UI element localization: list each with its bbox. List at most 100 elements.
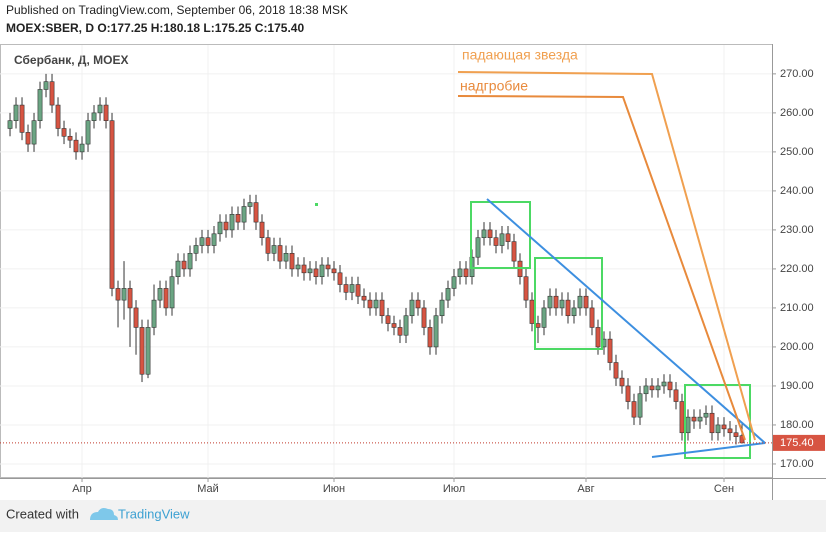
candle-body	[631, 401, 637, 418]
candle-body	[487, 229, 493, 239]
candle-body	[505, 233, 511, 242]
x-tick-label: Сен	[714, 483, 734, 495]
candle-body	[115, 288, 121, 301]
ticker-line: MOEX:SBER, D O:177.25 H:180.18 L:175.25 …	[6, 21, 304, 35]
candle-body	[247, 202, 253, 207]
candle-body	[49, 81, 55, 106]
candle-body	[205, 237, 211, 246]
candle-body	[481, 229, 487, 239]
candle-body	[433, 315, 439, 348]
candle-body	[169, 276, 175, 309]
y-tick-label: 250.00	[780, 146, 814, 158]
candle-body	[673, 389, 679, 402]
candle-body	[19, 104, 25, 133]
candle-body	[307, 268, 313, 274]
candle-body	[229, 213, 235, 231]
candle-body	[691, 416, 697, 422]
candle-body	[715, 424, 721, 434]
x-tick-label: Май	[197, 483, 219, 495]
candle-body	[493, 237, 499, 246]
candle-body	[571, 307, 577, 317]
candle-body	[55, 104, 61, 129]
candle-body	[367, 299, 373, 309]
y-tick-label: 210.00	[780, 302, 814, 314]
candle-body	[421, 307, 427, 328]
candle-body	[277, 245, 283, 262]
candle-body	[529, 299, 535, 324]
candle-body	[373, 299, 379, 309]
drawings	[315, 71, 766, 459]
candle-body	[391, 323, 397, 328]
candle-body	[259, 221, 265, 239]
footer-text: Created with	[6, 506, 79, 521]
candle-body	[79, 143, 85, 153]
chart-title: Сбербанк, Д, MOEX	[14, 53, 129, 67]
candle-body	[337, 272, 343, 285]
candle-body	[43, 81, 49, 90]
candle-body	[361, 295, 367, 301]
y-tick-label: 260.00	[780, 107, 814, 119]
last-price-label: 175.40	[780, 437, 814, 449]
candle-body	[103, 104, 109, 121]
candle-body	[235, 213, 241, 223]
candle-body	[175, 260, 181, 278]
candle-body	[595, 327, 601, 348]
y-tick-label: 270.00	[780, 68, 814, 80]
candle-body	[241, 206, 247, 223]
candle-body	[721, 424, 727, 430]
candle-body	[403, 315, 409, 336]
annotation: падающая звезда	[462, 47, 578, 63]
candle-body	[385, 315, 391, 324]
candle-body	[577, 295, 583, 309]
candle-body	[343, 284, 349, 293]
x-tick-label: Апр	[72, 483, 91, 495]
candle-body	[697, 416, 703, 422]
candle-body	[109, 120, 115, 289]
candle-body	[667, 381, 673, 391]
candle-body	[685, 416, 691, 434]
candle-body	[289, 253, 295, 270]
candle-body	[589, 307, 595, 328]
candle-body	[547, 295, 553, 309]
candle-body	[151, 299, 157, 328]
y-tick-label: 220.00	[780, 263, 814, 275]
candle-body	[427, 327, 433, 348]
candle-body	[523, 276, 529, 301]
candle-body	[643, 385, 649, 395]
candle-body	[319, 264, 325, 278]
y-tick-label: 180.00	[780, 419, 814, 431]
marker-dot	[315, 203, 318, 206]
candle-body	[7, 120, 13, 129]
candle-body	[145, 327, 151, 375]
trend-line	[651, 442, 766, 458]
candle-body	[85, 120, 91, 145]
footer-bar	[0, 500, 826, 532]
candle-body	[565, 299, 571, 317]
x-tick-label: Июн	[323, 483, 345, 495]
candle-body	[283, 253, 289, 262]
candle-body	[451, 276, 457, 289]
candle-body	[127, 288, 133, 309]
candle-body	[295, 264, 301, 270]
y-tick-label: 190.00	[780, 380, 814, 392]
candle-body	[445, 288, 451, 301]
annotation: надгробие	[460, 78, 528, 94]
footer-brand[interactable]: TradingView	[118, 506, 190, 521]
candle-body	[265, 237, 271, 254]
candle-body	[379, 299, 385, 317]
candle-body	[355, 284, 361, 297]
candle-body	[625, 385, 631, 402]
x-tick-label: Июл	[443, 483, 465, 495]
candle-body	[31, 120, 37, 145]
candle-body	[91, 112, 97, 121]
y-tick-label: 170.00	[780, 458, 814, 470]
candle-body	[331, 268, 337, 274]
candle-body	[271, 245, 277, 254]
candle-body	[223, 221, 229, 231]
candle-body	[583, 295, 589, 309]
y-tick-label: 200.00	[780, 341, 814, 353]
candle-body	[439, 299, 445, 317]
candle-body	[679, 401, 685, 434]
pattern-box	[534, 257, 603, 350]
